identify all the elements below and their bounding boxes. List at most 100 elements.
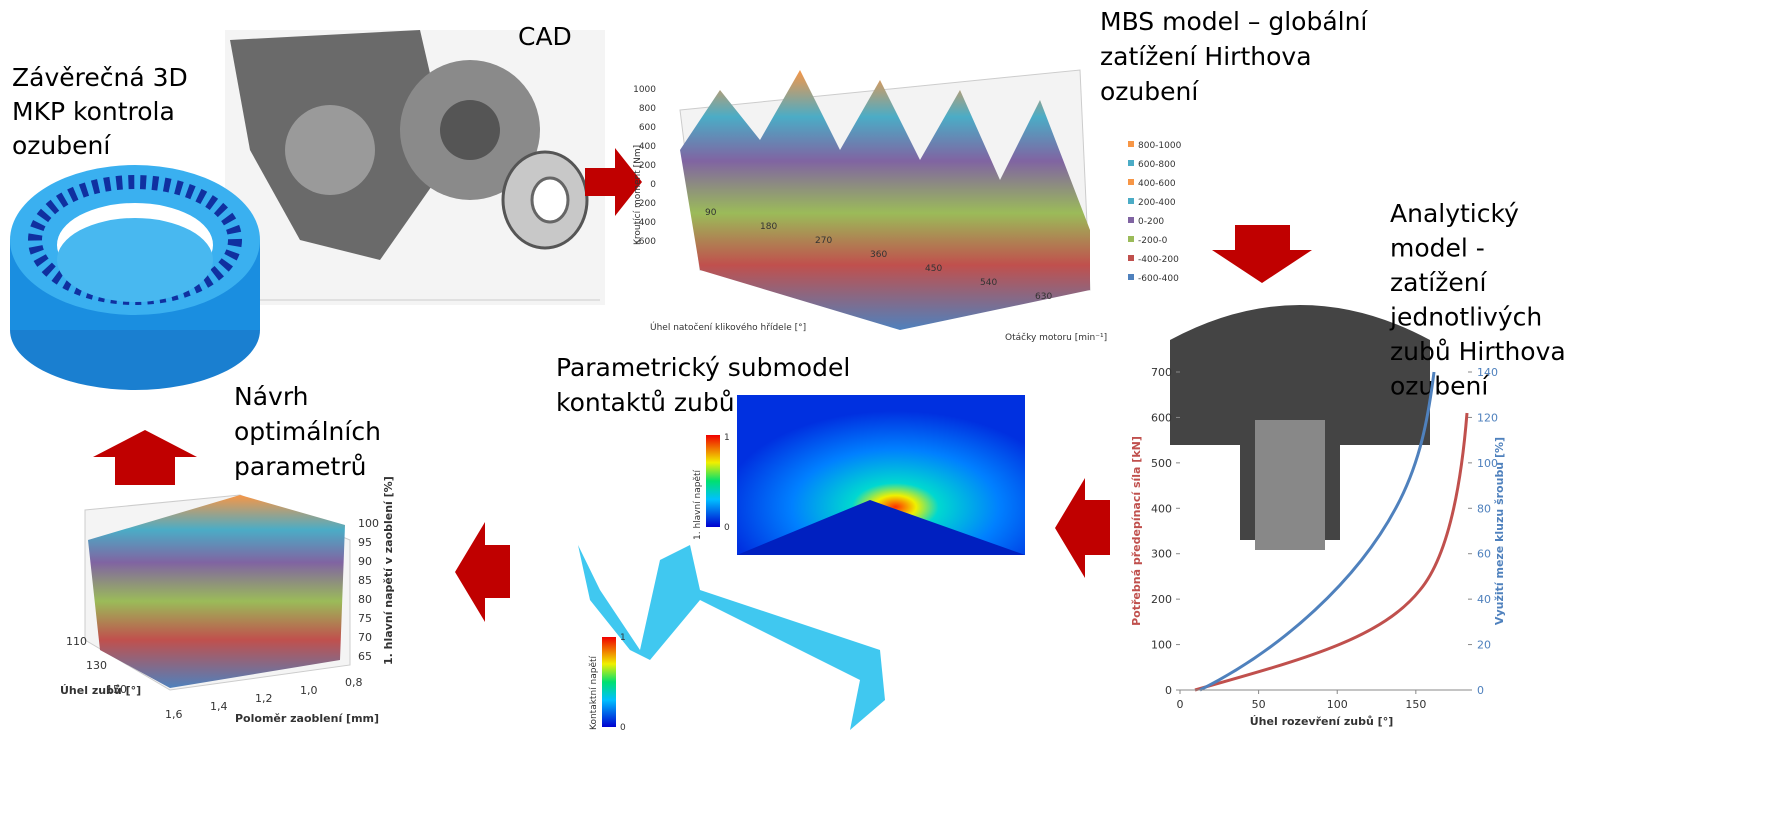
- label-line: Závěrečná 3D: [12, 63, 188, 92]
- legend-max: 1: [620, 633, 626, 643]
- axis-label: Poloměr zaoblení [mm]: [235, 712, 379, 725]
- y-tick-label: 500: [1151, 457, 1172, 470]
- label-line: ozubení: [1390, 372, 1489, 401]
- design-chart-image: [85, 495, 350, 690]
- label-line: zatížení Hirthova: [1100, 42, 1312, 71]
- label-line: model -: [1390, 234, 1485, 263]
- tick-label: 100: [358, 517, 379, 530]
- tick-label: 90: [705, 208, 717, 218]
- y-axis-label: Potřebná předepínací síla [kN]: [1130, 436, 1143, 626]
- tick-label: 1000: [633, 85, 656, 95]
- legend-swatch: [1128, 274, 1134, 280]
- fem-ring-image: [10, 165, 260, 390]
- tick-label: 270: [815, 236, 832, 246]
- tick-label: 1,4: [210, 700, 228, 713]
- x-tick-label: 100: [1327, 698, 1348, 711]
- tick-label: 630: [1035, 292, 1052, 302]
- x-tick-label: 50: [1252, 698, 1266, 711]
- label: CAD: [518, 22, 572, 51]
- legend-label: -400-200: [1138, 255, 1179, 265]
- y-tick-label: 700: [1151, 366, 1172, 379]
- tick-label: 95: [358, 536, 372, 549]
- legend-swatch: [1128, 179, 1134, 185]
- tick-label: 1,6: [165, 708, 183, 721]
- tick-label: 85: [358, 574, 372, 587]
- x-tick-label: 0: [1177, 698, 1184, 711]
- legend-label: 400-600: [1138, 179, 1176, 189]
- legend-swatch: [1128, 198, 1134, 204]
- legend-label: 800-1000: [1138, 141, 1182, 151]
- legend-label: 0-200: [1138, 217, 1164, 227]
- tick-label: 400: [639, 142, 656, 152]
- x-axis-label: Úhel rozevření zubů [°]: [1250, 715, 1393, 728]
- tick-label: 110: [66, 635, 87, 648]
- label-line: Návrh: [234, 382, 309, 411]
- label-line: zatížení: [1390, 268, 1488, 297]
- tick-label: 70: [358, 631, 372, 644]
- legend-swatch: [1128, 141, 1134, 147]
- tick-label: 200: [639, 161, 656, 171]
- label-line: zubů Hirthova: [1390, 337, 1566, 366]
- tick-label: 600: [639, 123, 656, 133]
- legend-label: 600-800: [1138, 160, 1176, 170]
- arrow-up: [93, 430, 197, 485]
- tick-label: 90: [358, 555, 372, 568]
- tick-label: -200: [636, 199, 657, 209]
- arrow-left: [1055, 478, 1110, 578]
- legend-label: -600-400: [1138, 274, 1179, 284]
- arrow-down: [1212, 225, 1312, 283]
- tick-label: 1,2: [255, 692, 273, 705]
- legend-swatch: [1128, 217, 1134, 223]
- axis-label: 1. hlavní napětí v zaoblení [%]: [382, 476, 395, 665]
- y-tick-label: 400: [1151, 502, 1172, 515]
- legend-swatch: [1128, 236, 1134, 242]
- legend-title: 1. hlavní napětí: [693, 469, 703, 540]
- tick-label: 75: [358, 612, 372, 625]
- label-line: ozubení: [1100, 77, 1199, 106]
- tick-label: 540: [980, 278, 997, 288]
- label-line: jednotlivých: [1389, 303, 1542, 332]
- tick-label: 130: [86, 659, 107, 672]
- tick-label: 65: [358, 650, 372, 663]
- y2-tick-label: 20: [1477, 639, 1491, 652]
- y-tick-label: 600: [1151, 411, 1172, 424]
- tick-label: 800: [639, 104, 656, 114]
- y2-tick-label: 140: [1477, 366, 1498, 379]
- tick-label: 360: [870, 250, 887, 260]
- label-line: MBS model – globální: [1100, 7, 1368, 36]
- tick-label: 180: [760, 222, 777, 232]
- mbs-chart-image: [680, 70, 1090, 330]
- y-tick-label: 200: [1151, 593, 1172, 606]
- legend-label: -200-0: [1138, 236, 1168, 246]
- tick-label: 450: [925, 264, 942, 274]
- arrow-left: [455, 522, 510, 622]
- cad-image: [225, 30, 605, 305]
- tick-label: 150: [106, 683, 127, 696]
- y-tick-label: 300: [1151, 548, 1172, 561]
- y2-tick-label: 80: [1477, 502, 1491, 515]
- label-line: MKP kontrola: [12, 97, 175, 126]
- legend-max: 1: [724, 433, 730, 443]
- label-line: ozubení: [12, 131, 111, 160]
- axis-label: Úhel natočení klikového hřídele [°]: [650, 321, 806, 333]
- axis-label: Úhel zubů [°]: [60, 684, 141, 697]
- label-line: Parametrický submodel: [556, 353, 850, 382]
- y2-tick-label: 120: [1477, 411, 1498, 424]
- y2-tick-label: 0: [1477, 684, 1484, 697]
- tick-label: 0,8: [345, 676, 363, 689]
- y2-tick-label: 60: [1477, 548, 1491, 561]
- axis-label: Kroutící moment [Nm]: [633, 145, 643, 245]
- y2-axis-label: Využití meze kluzu šroubu [%]: [1493, 437, 1506, 625]
- legend-min: 0: [724, 523, 730, 533]
- tick-label: 0: [650, 180, 656, 190]
- diagram: CAD Úhel natočení klikového hřídele [°] …: [0, 0, 1787, 833]
- legend-label: 200-400: [1138, 198, 1176, 208]
- legend-swatch: [1128, 255, 1134, 261]
- label-line: Analytický: [1390, 199, 1519, 228]
- axis-label: Otáčky motoru [min⁻¹]: [1005, 332, 1107, 343]
- label-line: kontaktů zubů: [556, 388, 735, 417]
- tick-label: 80: [358, 593, 372, 606]
- y-tick-label: 0: [1165, 684, 1172, 697]
- x-tick-label: 150: [1405, 698, 1426, 711]
- label-line: optimálních: [234, 417, 381, 446]
